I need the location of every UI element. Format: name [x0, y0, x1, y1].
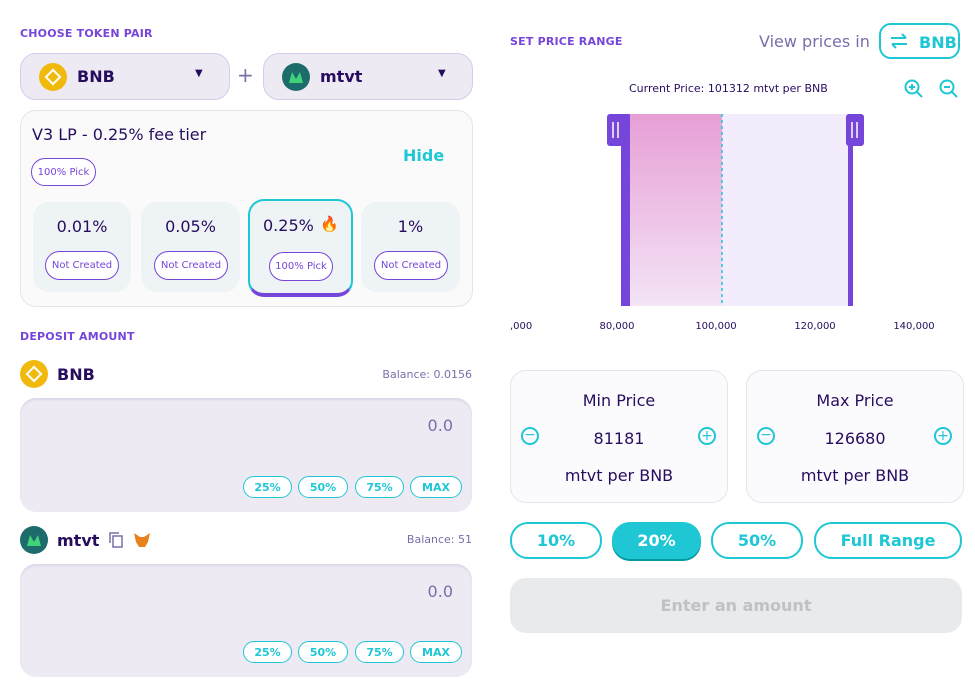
token-b-select[interactable]: mtvt ▼ — [263, 53, 473, 100]
mtvt-icon — [20, 526, 48, 554]
amount-input[interactable]: 0.0 25% 50% 75% MAX — [20, 564, 472, 677]
preset[interactable]: 25% — [243, 641, 292, 663]
token: BNB — [57, 365, 95, 384]
mtvt-icon — [282, 63, 310, 91]
max-price-card: Max Price − 126680 + mtvt per BNB — [746, 370, 964, 503]
heading: CHOOSE TOKEN PAIR — [20, 27, 153, 40]
min-price-card: Min Price − 81181 + mtvt per BNB — [510, 370, 728, 503]
fee-option[interactable]: 1% Not Created — [361, 202, 460, 292]
label: Max Price — [816, 391, 894, 410]
pick-badge: 100% Pick — [31, 158, 96, 186]
fee: 0.25% — [263, 216, 314, 235]
status: Not Created — [154, 251, 228, 280]
decrement[interactable]: − — [757, 427, 775, 445]
hide-toggle[interactable]: Hide — [403, 146, 445, 165]
amount: 0.0 — [427, 582, 453, 601]
token-b: mtvt — [320, 67, 363, 86]
fee: 0.01% — [56, 217, 108, 236]
fee-option[interactable]: 0.01% Not Created — [33, 202, 131, 292]
preset[interactable]: 50% — [298, 641, 348, 663]
decrement[interactable]: − — [521, 427, 539, 445]
heading: DEPOSIT AMOUNT — [20, 330, 135, 343]
unit: mtvt per BNB — [564, 466, 674, 485]
caret: ▼ — [195, 68, 203, 79]
axis-label: ,000 — [510, 321, 533, 332]
fire-icon: 🔥 — [320, 215, 339, 233]
range-chart — [607, 114, 864, 306]
metamask-icon[interactable] — [133, 531, 151, 548]
swap-icon — [891, 33, 907, 49]
axis-label: 100,000 — [695, 321, 737, 332]
plus: + — [237, 63, 254, 87]
preset[interactable]: MAX — [410, 641, 462, 663]
fee: 1% — [397, 217, 424, 236]
bnb-icon — [39, 63, 67, 91]
preset[interactable]: 75% — [355, 641, 404, 663]
view-prices-token: BNB — [919, 33, 957, 52]
amount-input[interactable]: 0.0 25% 50% 75% MAX — [20, 398, 472, 512]
status: Not Created — [45, 251, 119, 280]
status: Not Created — [374, 251, 448, 280]
increment[interactable]: + — [934, 427, 952, 445]
axis-label: 140,000 — [893, 321, 935, 332]
range-preset[interactable]: 10% — [510, 522, 602, 559]
value: 81181 — [593, 429, 645, 448]
range-preset-selected[interactable]: 20% — [612, 522, 701, 559]
preset[interactable]: 25% — [243, 476, 292, 498]
submit-button[interactable]: Enter an amount — [510, 578, 962, 633]
copy-icon[interactable] — [108, 531, 124, 549]
view-prices-toggle[interactable]: BNB — [879, 23, 960, 59]
status: 100% Pick — [269, 252, 333, 281]
axis-label: 80,000 — [599, 321, 635, 332]
axis-label: 120,000 — [794, 321, 836, 332]
current-price: Current Price: 101312 mtvt per BNB — [629, 82, 828, 95]
heading: SET PRICE RANGE — [510, 35, 623, 48]
fee-option-selected[interactable]: 0.25% 🔥 100% Pick — [248, 199, 353, 297]
token-a: BNB — [77, 67, 115, 86]
preset[interactable]: MAX — [410, 476, 462, 498]
range-preset[interactable]: Full Range — [814, 522, 962, 559]
caret: ▼ — [438, 68, 446, 79]
balance: Balance: 51 — [406, 533, 472, 546]
preset[interactable]: 75% — [355, 476, 404, 498]
zoom-icons[interactable] — [903, 78, 963, 100]
preset[interactable]: 50% — [298, 476, 348, 498]
token: mtvt — [57, 531, 100, 550]
label: Min Price — [582, 391, 656, 410]
fee: 0.05% — [165, 217, 216, 236]
view-prices-label: View prices in — [759, 32, 870, 51]
token-a-select[interactable]: BNB ▼ — [20, 53, 230, 100]
balance: Balance: 0.0156 — [382, 368, 472, 381]
fee-option[interactable]: 0.05% Not Created — [141, 202, 240, 292]
value: 126680 — [824, 429, 886, 448]
amount: 0.0 — [427, 416, 453, 435]
bnb-icon — [20, 360, 48, 388]
range-preset[interactable]: 50% — [711, 522, 803, 559]
fee-title: V3 LP - 0.25% fee tier — [32, 125, 207, 144]
increment[interactable]: + — [698, 427, 716, 445]
unit: mtvt per BNB — [800, 466, 910, 485]
